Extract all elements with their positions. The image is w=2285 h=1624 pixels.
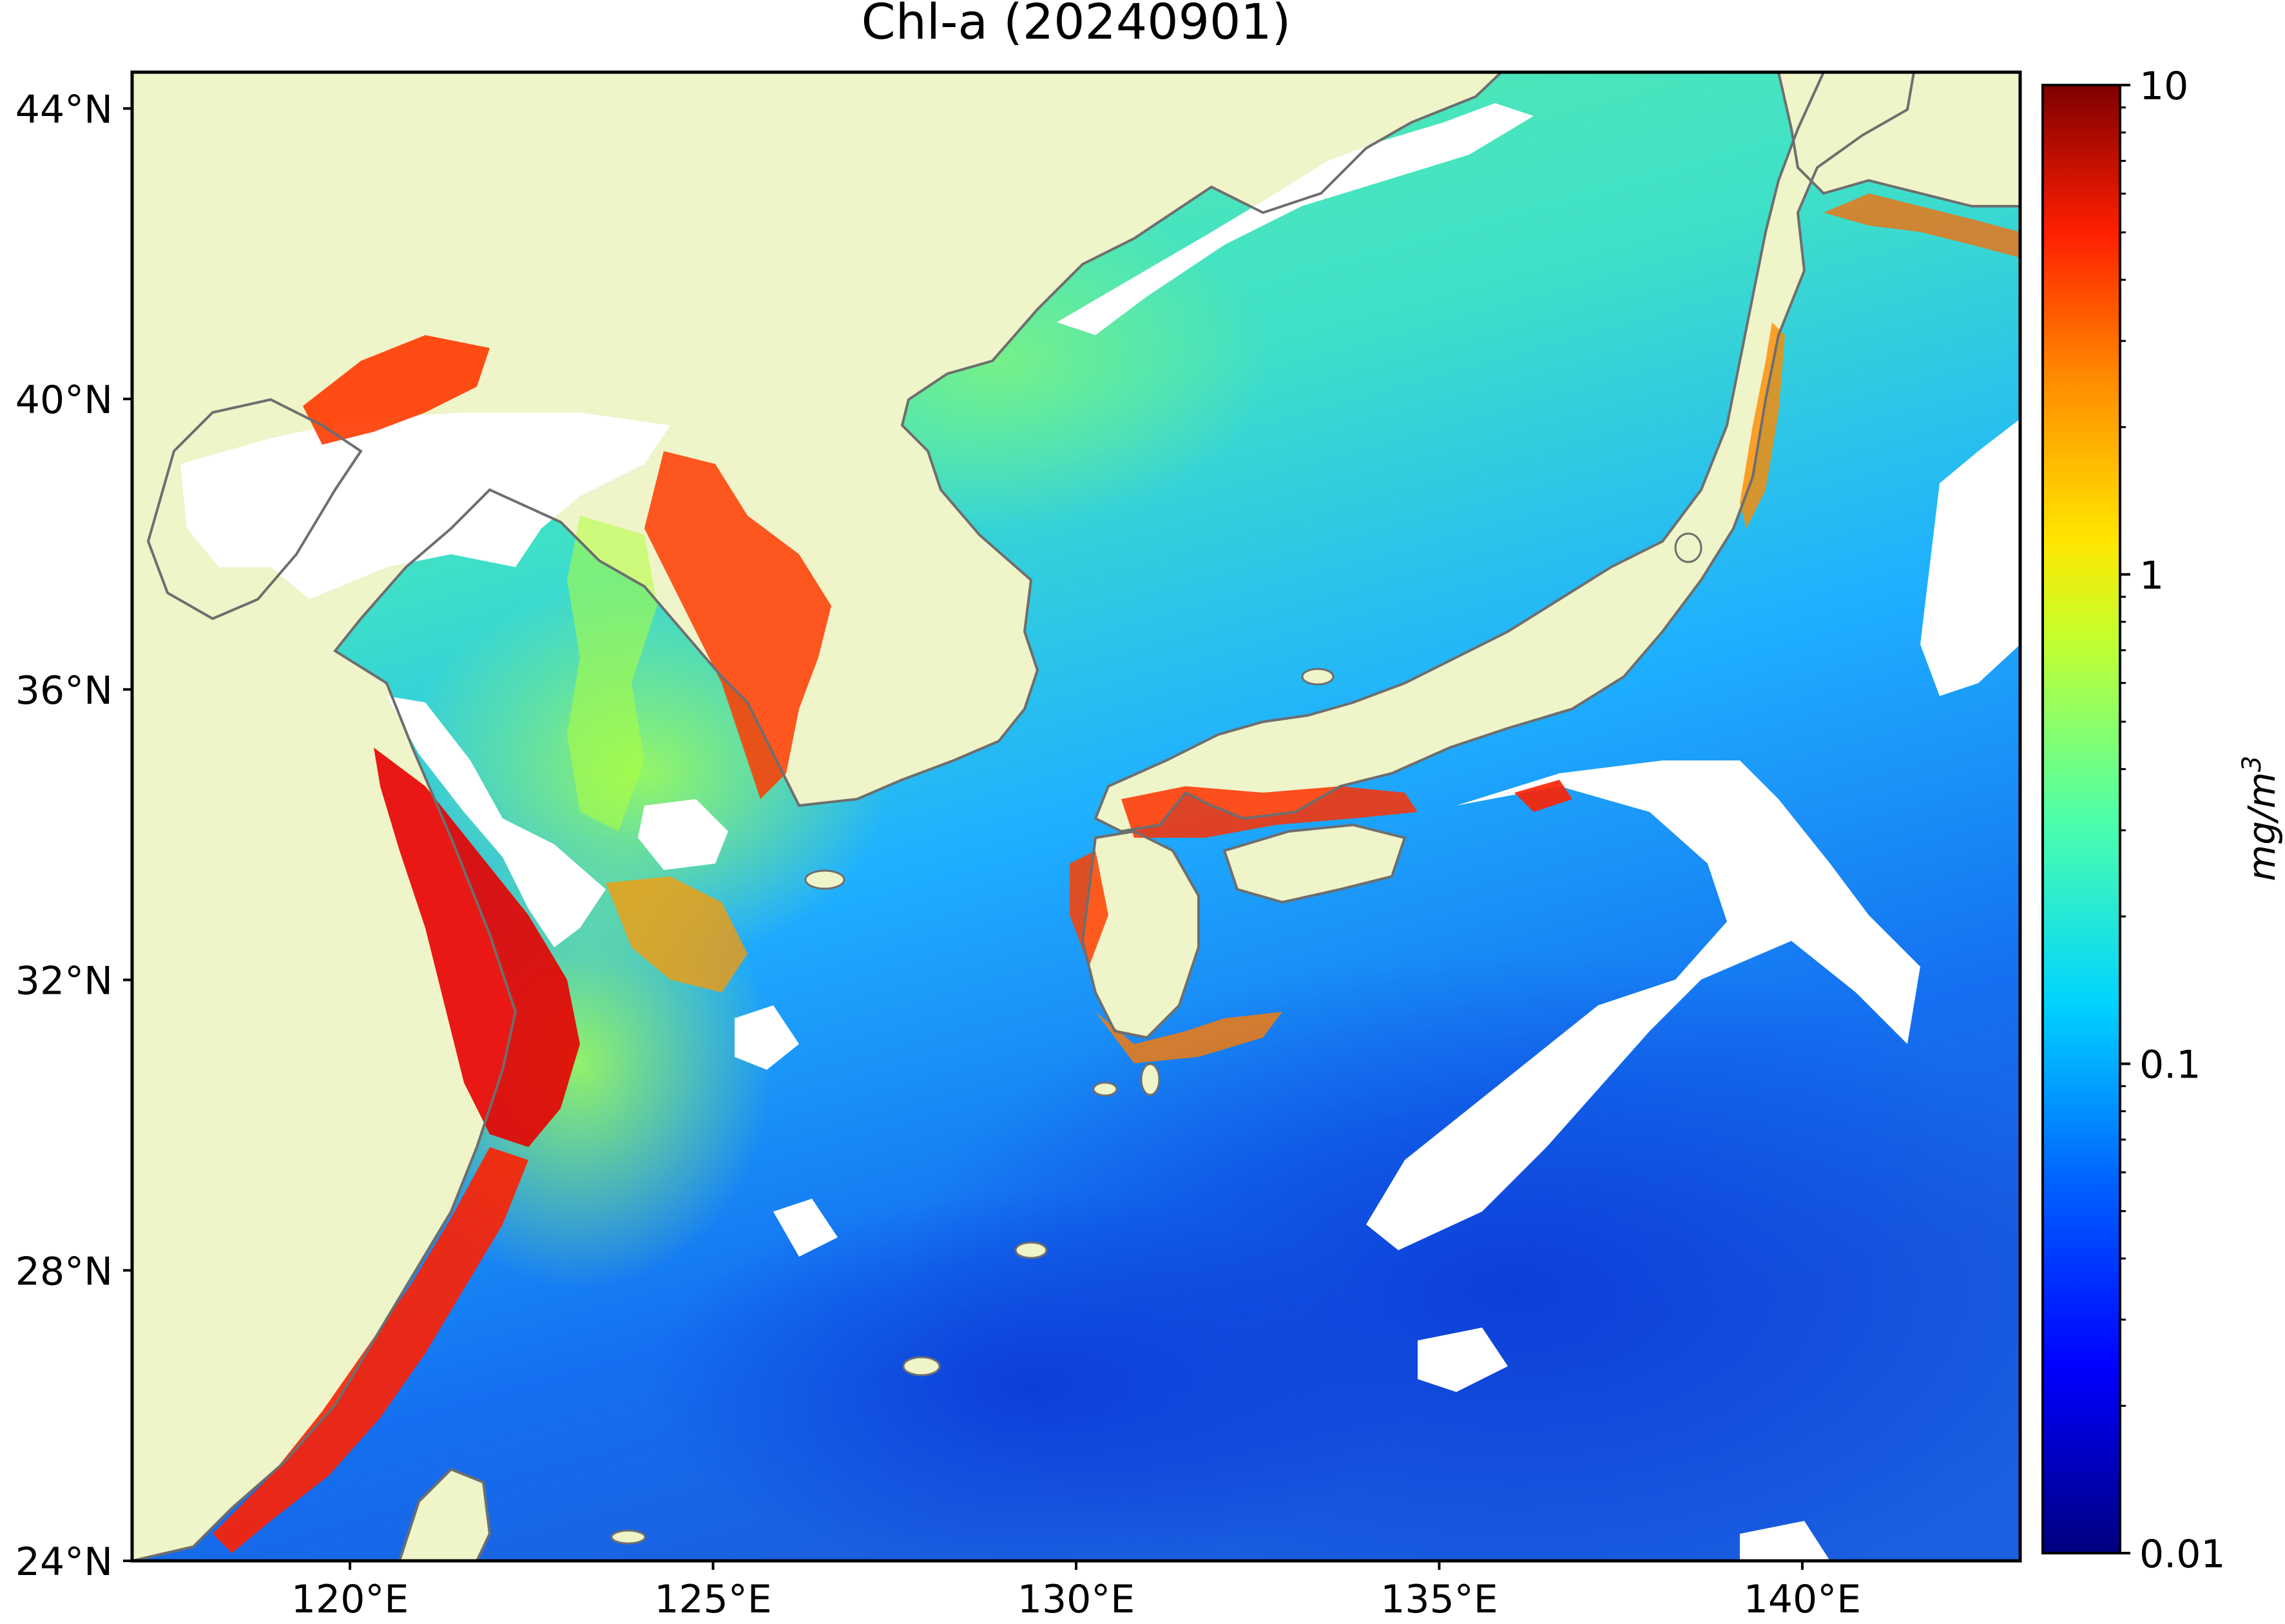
latitude-axis: 44°N 40°N 36°N 32°N 28°N 24°N [15,87,132,1585]
colorbar-gradient [2041,84,2121,1554]
lat-tick-label: 44°N [15,87,113,132]
no-data-bohai [180,412,670,599]
high-chl-kyushu-south [1095,1012,1282,1063]
lat-tick-label: 24°N [15,1540,113,1585]
high-chl-tokyo-bay [1514,780,1572,812]
moderate-chl-shelf [567,516,657,831]
colorbar-ticks: 10 1 0.1 0.01 [2120,64,2226,1577]
no-data-pacific-east [1366,760,1920,1250]
colorbar: 10 1 0.1 0.01 mg/m3 [2041,64,2284,1577]
colorbar-tick-label: 1 [2139,553,2164,598]
high-chl-yangtze [374,748,580,1147]
lon-tick-label: 135°E [1380,1577,1498,1622]
lon-tick-label: 140°E [1744,1577,1861,1622]
coastlines [132,72,2020,1561]
colorbar-tick-label: 0.1 [2139,1043,2201,1088]
no-data-pacific-northeast [1920,419,2020,696]
lat-tick-label: 40°N [15,378,113,423]
no-data-korea-strait [638,799,728,870]
low-chl-region [644,1192,1418,1561]
land-taiwan [400,1469,490,1561]
land-japan-hokkaido [1779,72,2020,206]
colorbar-tick-label: 0.01 [2139,1532,2226,1577]
no-data-yellow-sea [387,696,606,947]
colorbar-tick-label: 10 [2139,64,2188,109]
map-panel [132,72,2020,1561]
lon-tick-label: 125°E [654,1577,771,1622]
colorbar-label: mg/m3 [2237,756,2284,882]
land-japan-kyushu [1083,831,1199,1038]
lat-tick-label: 36°N [15,668,113,713]
high-chl-bohai [303,335,490,445]
islands [610,532,1702,1545]
high-chl-kyushu-west [1070,851,1108,967]
no-data-east-sea-north [1057,103,1534,335]
high-chl-china-coast [213,1147,528,1553]
lat-tick-label: 28°N [15,1249,113,1294]
lon-tick-label: 120°E [291,1577,409,1622]
high-chl-hokkaido-coast [1824,193,2020,258]
high-chl-offshore-plume [606,876,747,992]
lon-tick-label: 130°E [1017,1577,1135,1622]
longitude-axis: 120°E 125°E 130°E 135°E 140°E [291,1561,1861,1622]
high-chl-korea-west [644,451,831,799]
high-chl-seto-inland [1121,786,1418,838]
colorbar-label-exponent: 3 [2237,756,2267,772]
land-japan-shikoku [1224,825,1405,902]
lat-tick-label: 32°N [15,959,113,1004]
map-title: Chl-a (20240901) [862,0,1291,50]
